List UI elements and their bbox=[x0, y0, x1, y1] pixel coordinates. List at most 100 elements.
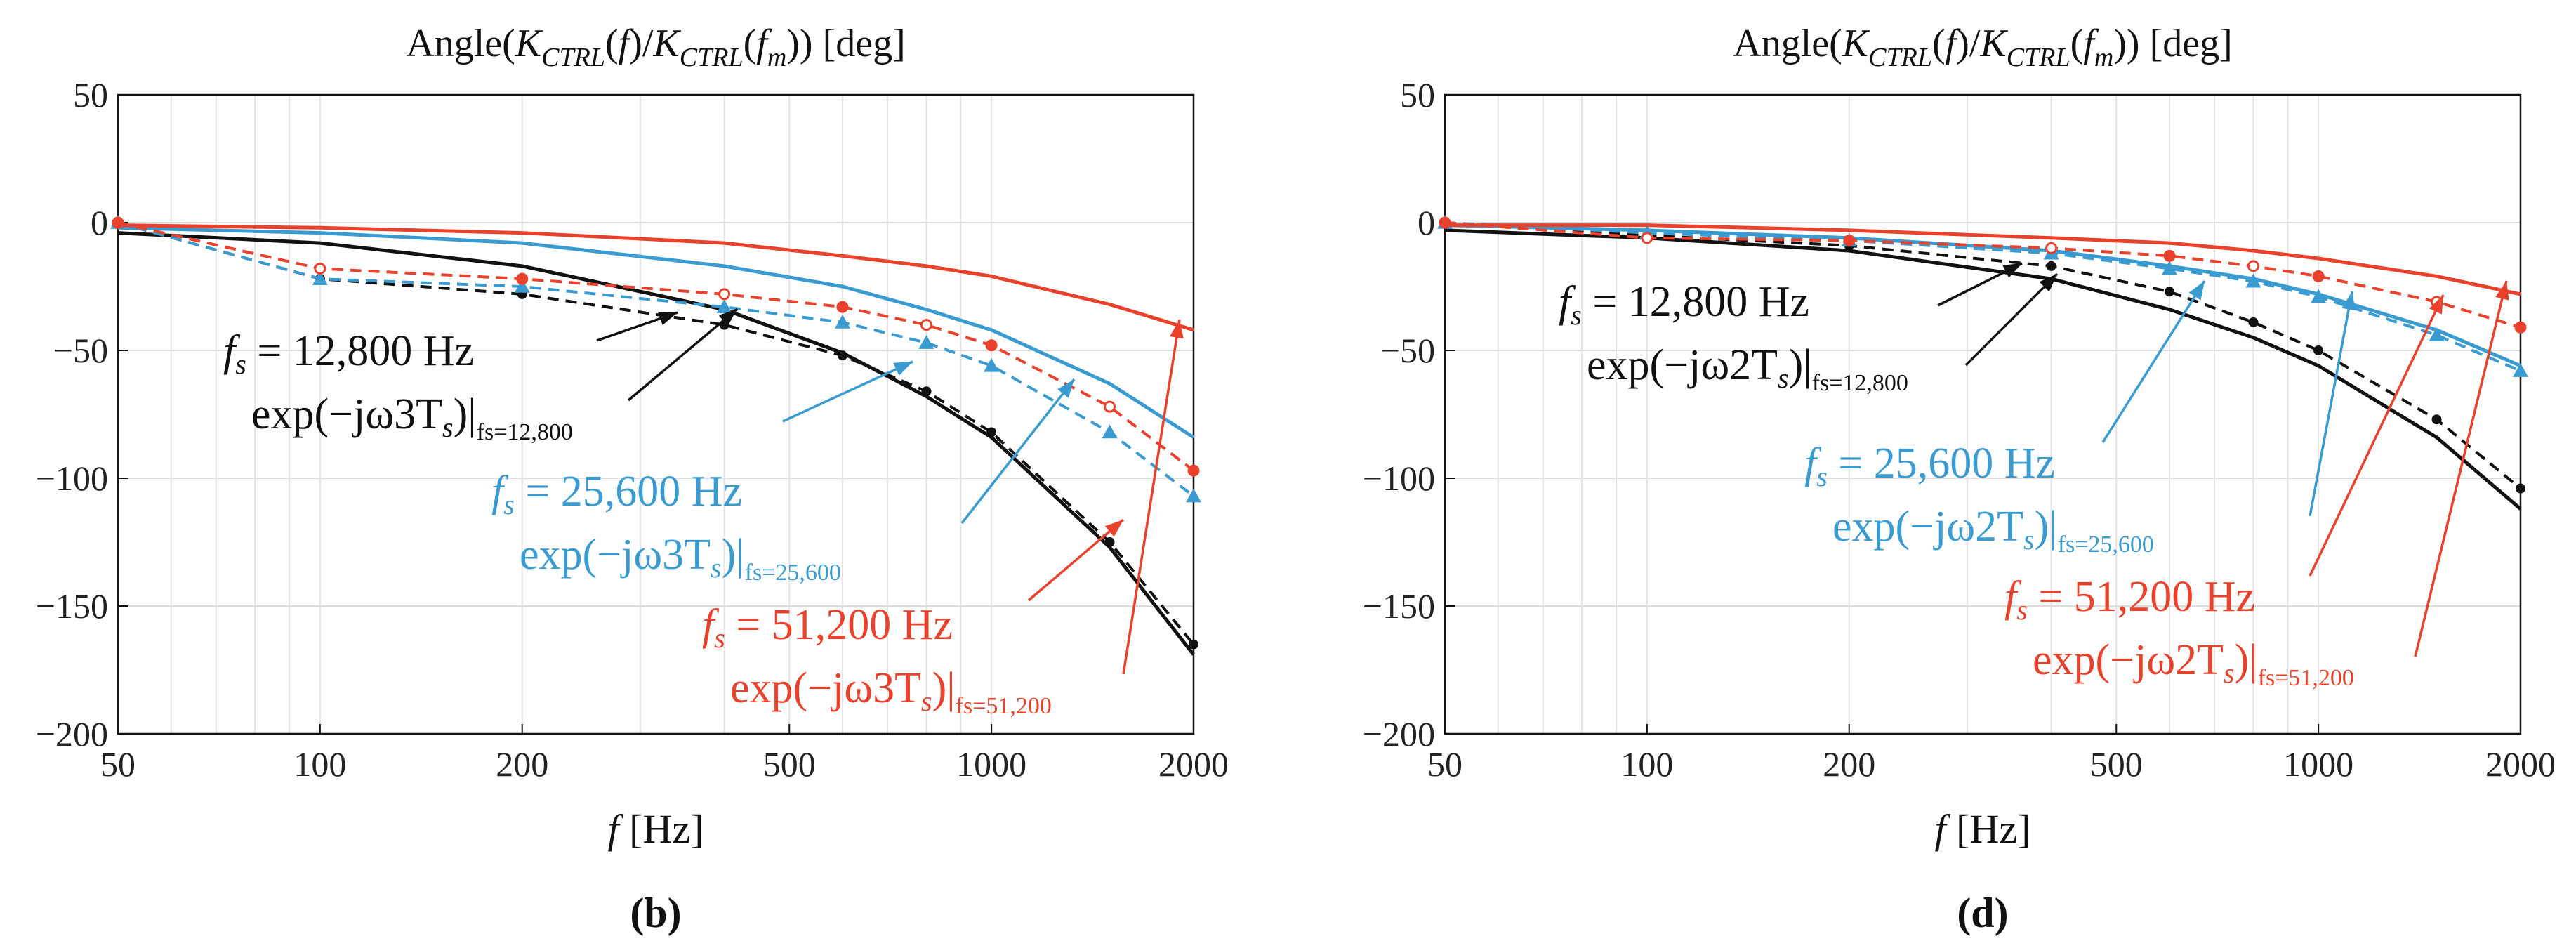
chart-title: Angle(KCTRL(f)/KCTRL(fm)) [deg] bbox=[406, 22, 905, 72]
y-tick-label: −50 bbox=[53, 331, 108, 370]
annotation-exp-label: exp(−jω2Ts)|fs=25,600 bbox=[1832, 503, 2154, 558]
y-tick-label: 0 bbox=[91, 203, 108, 242]
annotation-fs-sub: fs=12,800 bbox=[477, 419, 573, 445]
title-part: ( bbox=[744, 22, 757, 65]
annotation-black: fs = 12,800 Hz exp(−jω3Ts)|fs=12,800 bbox=[223, 308, 739, 445]
data-point bbox=[2164, 287, 2174, 297]
annotation-arrow bbox=[960, 378, 1076, 525]
annotation-exp-close: )| bbox=[932, 664, 956, 712]
annotation-exp-label: exp(−jω3Ts)|fs=51,200 bbox=[730, 664, 1052, 719]
annotation-fs-label: fs = 51,200 Hz bbox=[2004, 573, 2255, 626]
data-point bbox=[1186, 488, 1201, 503]
annotation-fs-value: = 12,800 Hz bbox=[1582, 278, 1809, 326]
y-tick-label: −50 bbox=[1380, 331, 1435, 370]
series-line-4 bbox=[1444, 223, 2521, 368]
series-line-6 bbox=[117, 223, 1194, 332]
annotation-arrowhead bbox=[893, 362, 913, 376]
data-point bbox=[2247, 260, 2259, 272]
x-tick-label: 1000 bbox=[956, 744, 1026, 784]
title-part: K bbox=[1842, 22, 1870, 65]
title-part: K bbox=[515, 22, 543, 65]
data-point bbox=[2429, 327, 2445, 341]
axes-box bbox=[1444, 93, 2522, 735]
annotation-arrowhead bbox=[658, 312, 678, 325]
x-tick-label: 2000 bbox=[1158, 744, 1229, 784]
y-tick-label: −100 bbox=[1363, 459, 1435, 498]
annotation-fs-label: fs = 51,200 Hz bbox=[702, 601, 953, 654]
annotation-exp: exp(−jω3T bbox=[730, 664, 921, 712]
panel-label: (b) bbox=[630, 890, 681, 936]
annotation-s: s bbox=[2016, 594, 2028, 626]
annotation-exp-close: )| bbox=[2235, 636, 2258, 684]
annotation-fs-sub: fs=25,600 bbox=[2058, 532, 2154, 558]
data-point bbox=[918, 335, 934, 349]
annotation-exp-close: )| bbox=[2035, 503, 2058, 551]
annotation-arrowhead bbox=[2188, 281, 2205, 301]
annotation-exp: exp(−jω3T bbox=[251, 390, 442, 438]
annotation-exp-close: )| bbox=[454, 390, 477, 438]
annotation-exp-sub: s bbox=[711, 552, 722, 584]
annotation-fs-sub: fs=25,600 bbox=[745, 560, 841, 586]
data-point bbox=[1641, 232, 1653, 244]
data-point bbox=[516, 272, 529, 285]
annotation-exp-label: exp(−jω3Ts)|fs=12,800 bbox=[251, 390, 573, 445]
title-part: CTRL bbox=[1868, 43, 1932, 72]
data-point bbox=[716, 299, 732, 313]
grid bbox=[1445, 94, 2521, 735]
data-point bbox=[718, 288, 731, 301]
y-tick-label: −200 bbox=[1363, 714, 1435, 753]
axes-box bbox=[117, 93, 1195, 735]
data-point bbox=[2045, 242, 2058, 254]
annotation-exp-sub: s bbox=[442, 412, 454, 443]
annotation-s: s bbox=[714, 622, 725, 654]
y-tick-label: −100 bbox=[36, 459, 108, 498]
series-line-6 bbox=[1445, 223, 2521, 296]
data-point bbox=[2313, 345, 2324, 355]
annotation-arrow bbox=[2309, 294, 2445, 577]
annotation-arrow bbox=[1964, 272, 2059, 367]
annotation-fs-label: fs = 12,800 Hz bbox=[223, 327, 474, 380]
y-tick-label: −150 bbox=[36, 586, 108, 626]
annotation-s: s bbox=[1816, 461, 1828, 492]
annotation-exp-sub: s bbox=[1778, 362, 1789, 394]
data-point bbox=[2046, 261, 2056, 271]
data-point bbox=[312, 271, 328, 285]
x-tick-label: 2000 bbox=[2485, 744, 2556, 784]
series-line-2 bbox=[117, 231, 1195, 656]
data-point bbox=[2312, 270, 2325, 282]
x-axis-label: f [Hz] bbox=[608, 806, 704, 852]
annotation-exp: exp(−jω2T bbox=[2033, 636, 2224, 684]
title-part: m bbox=[2094, 43, 2113, 72]
title-part: Angle( bbox=[1733, 22, 1842, 65]
data-point bbox=[1189, 639, 1198, 650]
annotation-fs-sub: fs=12,800 bbox=[1812, 370, 1908, 396]
series-line-4 bbox=[117, 225, 1195, 439]
annotation-arrow bbox=[1122, 319, 1181, 675]
x-axis-label-unit: [Hz] bbox=[1946, 806, 2031, 852]
annotation-fs-value: = 51,200 Hz bbox=[725, 601, 953, 649]
chart-title: Angle(KCTRL(f)/KCTRL(fm)) [deg] bbox=[1733, 22, 2232, 72]
title-part: ( bbox=[605, 22, 619, 65]
annotation-exp-sub: s bbox=[921, 685, 932, 717]
y-tick-label: −150 bbox=[1363, 586, 1435, 626]
title-part: )) [deg] bbox=[2113, 22, 2232, 65]
title-part: CTRL bbox=[2007, 43, 2070, 72]
x-tick-label: 500 bbox=[2090, 744, 2143, 784]
data-point bbox=[1104, 400, 1116, 413]
x-tick-label: 200 bbox=[1823, 744, 1875, 784]
annotation-arrowhead bbox=[1104, 520, 1123, 537]
annotation-exp-label: exp(−jω3Ts)|fs=25,600 bbox=[520, 531, 841, 586]
annotation-fs-label: fs = 25,600 Hz bbox=[491, 468, 742, 520]
title-part: m bbox=[767, 43, 786, 72]
data-point bbox=[985, 339, 998, 352]
title-part: CTRL bbox=[541, 43, 605, 72]
annotation-arrowhead bbox=[2429, 295, 2443, 315]
annotation-arrowhead bbox=[2002, 263, 2022, 278]
annotation-arrowhead bbox=[718, 309, 737, 327]
annotation-exp-close: )| bbox=[722, 531, 745, 579]
series-line-5 bbox=[1444, 221, 2521, 329]
data-point bbox=[514, 279, 530, 293]
